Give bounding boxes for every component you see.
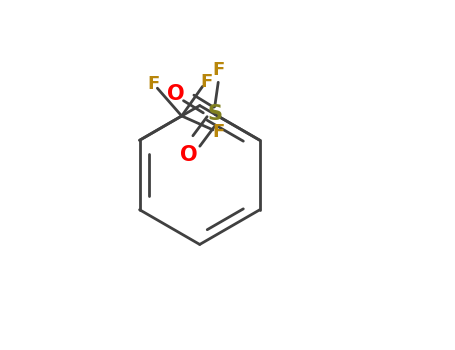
Text: O: O [167,84,185,104]
Text: F: F [212,61,224,79]
Text: F: F [201,73,213,91]
Text: S: S [207,104,222,124]
Text: O: O [180,145,197,165]
Text: F: F [147,75,159,93]
Text: F: F [212,122,224,141]
